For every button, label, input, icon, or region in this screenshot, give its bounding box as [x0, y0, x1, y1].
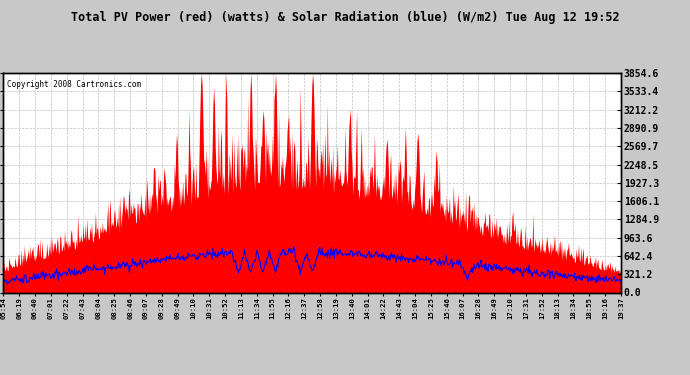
Text: Total PV Power (red) (watts) & Solar Radiation (blue) (W/m2) Tue Aug 12 19:52: Total PV Power (red) (watts) & Solar Rad…	[70, 11, 620, 24]
Text: Copyright 2008 Cartronics.com: Copyright 2008 Cartronics.com	[6, 80, 141, 89]
